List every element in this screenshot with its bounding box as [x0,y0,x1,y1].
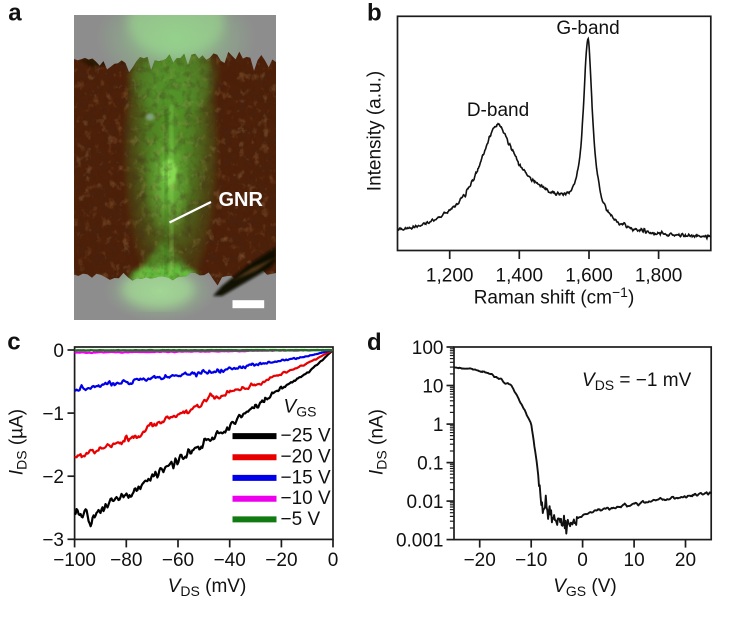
svg-text:−60: −60 [162,550,194,571]
svg-text:c: c [7,329,20,356]
svg-text:VGS: VGS [284,397,317,420]
svg-text:−3: −3 [42,530,64,551]
svg-text:a: a [8,0,22,27]
svg-text:−25 V: −25 V [281,426,332,447]
svg-text:0.001: 0.001 [396,531,444,552]
svg-text:−2: −2 [42,467,64,488]
svg-text:−10 V: −10 V [281,488,332,509]
svg-text:1: 1 [433,415,444,436]
svg-text:100: 100 [412,338,444,359]
svg-text:VGS (V): VGS (V) [553,576,617,599]
svg-text:−20 V: −20 V [281,447,332,468]
svg-text:0.01: 0.01 [407,492,444,513]
svg-text:−40: −40 [214,550,246,571]
svg-text:−20: −20 [265,550,297,571]
svg-text:20: 20 [675,550,696,571]
svg-text:−100: −100 [53,550,96,571]
svg-text:b: b [367,0,382,27]
svg-text:−80: −80 [110,550,142,571]
svg-text:D-band: D-band [467,100,529,121]
svg-text:−10: −10 [515,550,547,571]
svg-text:1,600: 1,600 [565,266,613,287]
svg-text:VDS (mV): VDS (mV) [168,576,247,599]
svg-text:IDS (nA): IDS (nA) [367,409,390,475]
svg-text:−15 V: −15 V [281,467,332,488]
svg-text:G-band: G-band [556,18,619,39]
svg-text:−20: −20 [464,550,496,571]
svg-text:10: 10 [624,550,645,571]
svg-text:GNR: GNR [219,189,264,211]
svg-text:−1: −1 [42,404,64,425]
svg-text:1,200: 1,200 [426,266,474,287]
svg-text:0: 0 [328,550,339,571]
svg-text:0: 0 [577,550,588,571]
svg-text:d: d [367,329,382,356]
svg-text:1,400: 1,400 [496,266,544,287]
svg-text:0.1: 0.1 [417,454,443,475]
svg-text:Raman shift (cm−1): Raman shift (cm−1) [474,284,635,309]
svg-text:0: 0 [53,341,64,362]
svg-text:IDS (µA): IDS (µA) [7,409,30,475]
svg-text:VDS = −1 mV: VDS = −1 mV [582,370,692,393]
svg-text:1,800: 1,800 [635,266,683,287]
svg-text:−5 V: −5 V [281,509,321,530]
svg-text:Intensity (a.u.): Intensity (a.u.) [365,71,386,191]
svg-text:10: 10 [422,376,443,397]
